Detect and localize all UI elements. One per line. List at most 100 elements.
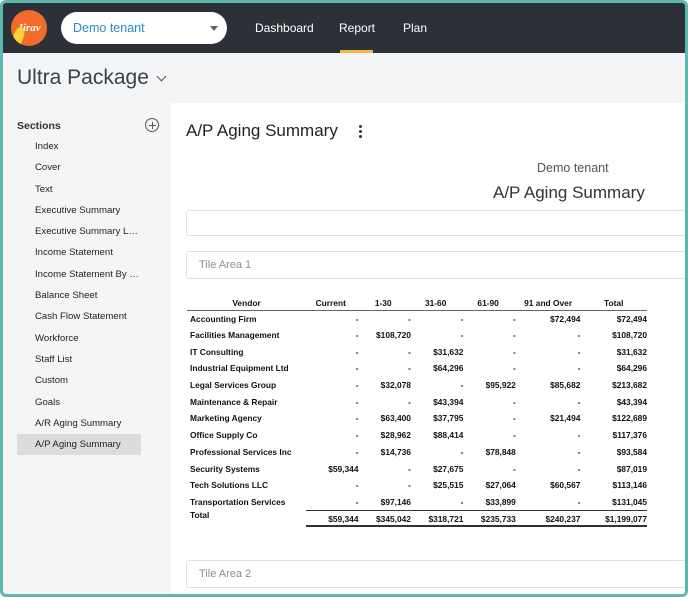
nav-plan[interactable]: Plan bbox=[403, 21, 428, 35]
table-cell: - bbox=[513, 463, 516, 474]
sidebar-item-cover[interactable]: Cover bbox=[35, 162, 61, 174]
nav-dashboard[interactable]: Dashboard bbox=[255, 21, 314, 35]
sidebar-item-index[interactable]: Index bbox=[35, 141, 59, 152]
table-cell: Transportation Services bbox=[190, 496, 286, 507]
sidebar-item-executive-summary[interactable]: Executive Summary bbox=[35, 204, 121, 216]
sidebar-item-income-statement-by-d[interactable]: Income Statement By D... bbox=[35, 268, 141, 280]
table-cell: $113,146 bbox=[612, 480, 647, 491]
table-cell: - bbox=[513, 413, 516, 424]
sidebar-item-text[interactable]: Text bbox=[35, 183, 53, 195]
table-cell: $31,632 bbox=[616, 346, 647, 357]
table-cell: Maintenance & Repair bbox=[190, 396, 278, 407]
table-cell: - bbox=[355, 330, 359, 341]
table-cell: - bbox=[577, 396, 581, 407]
table-cell: - bbox=[460, 446, 464, 457]
table-cell: - bbox=[577, 330, 581, 341]
tile-area-2[interactable]: Tile Area 2 bbox=[186, 560, 685, 588]
nav-active-indicator bbox=[340, 50, 373, 53]
total-cell: $59,344 bbox=[306, 509, 359, 528]
total-cell: $318,721 bbox=[410, 509, 464, 528]
table-cell: $108,720 bbox=[376, 330, 411, 341]
chevron-down-icon bbox=[210, 26, 218, 31]
table-cell: - bbox=[355, 380, 359, 391]
table-cell: $93,584 bbox=[616, 446, 647, 457]
table-row: Accounting Firm - - - - $72,494 $72,494 bbox=[187, 310, 647, 327]
chevron-down-icon[interactable] bbox=[156, 71, 167, 82]
top-bar: Jirav Demo tenant Dashboard Report Plan bbox=[3, 3, 685, 53]
table-cell: - bbox=[460, 330, 464, 341]
sidebar-item-balance-sheet[interactable]: Balance Sheet bbox=[35, 290, 98, 302]
table-header-row: Vendor Current 1-30 31-60 61-90 91 and O… bbox=[187, 296, 647, 311]
table-cell: - bbox=[577, 346, 581, 357]
table-cell: - bbox=[355, 313, 359, 324]
table-cell: $27,675 bbox=[433, 463, 464, 474]
total-cell: $240,237 bbox=[515, 509, 581, 528]
table-cell: - bbox=[513, 330, 516, 341]
table-cell: Security Systems bbox=[190, 463, 260, 474]
table-cell: $72,494 bbox=[616, 313, 647, 324]
table-cell: $108,720 bbox=[612, 330, 647, 341]
table-cell: - bbox=[513, 396, 516, 407]
tenant-select[interactable]: Demo tenant bbox=[61, 12, 227, 44]
column-header-91-and-over: 91 and Over bbox=[515, 296, 581, 311]
sidebar-item-cash-flow-statement[interactable]: Cash Flow Statement bbox=[35, 311, 127, 323]
table-cell: $117,376 bbox=[612, 430, 647, 441]
table-cell: - bbox=[408, 363, 411, 374]
total-cell: $345,042 bbox=[358, 509, 411, 528]
app-logo[interactable]: Jirav bbox=[11, 10, 47, 46]
column-header-61-90: 61-90 bbox=[463, 296, 516, 311]
table-cell: - bbox=[355, 413, 359, 424]
table-cell: $28,962 bbox=[380, 430, 411, 441]
table-row: Security Systems $59,344 - $27,675 - - $… bbox=[187, 460, 647, 477]
table-row: Professional Services Inc - $14,736 - $7… bbox=[187, 444, 647, 461]
table-cell: - bbox=[460, 313, 464, 324]
table-cell: - bbox=[355, 363, 359, 374]
table-row: Office Supply Co - $28,962 $88,414 - - $… bbox=[187, 427, 647, 444]
table-cell: $63,400 bbox=[380, 413, 411, 424]
empty-text-area[interactable] bbox=[186, 210, 685, 236]
table-cell: Office Supply Co bbox=[190, 430, 258, 441]
nav-report[interactable]: Report bbox=[339, 21, 376, 35]
table-cell: - bbox=[355, 346, 359, 357]
table-cell: $43,394 bbox=[433, 396, 464, 407]
tile-area-1[interactable]: Tile Area 1 bbox=[186, 251, 685, 279]
sidebar-item-ar-aging-summary[interactable]: A/R Aging Summary bbox=[35, 417, 122, 429]
table-cell: - bbox=[355, 430, 359, 441]
table-cell: - bbox=[355, 496, 359, 507]
table-cell: - bbox=[513, 430, 516, 441]
sidebar-item-executive-summary-la[interactable]: Executive Summary La... bbox=[35, 226, 141, 238]
table-cell: Industrial Equipment Ltd bbox=[190, 363, 289, 374]
table-row: Maintenance & Repair - - $43,394 - - $43… bbox=[187, 393, 647, 410]
table-cell: $59,344 bbox=[328, 463, 359, 474]
sidebar-item-ap-aging-summary[interactable]: A/P Aging Summary bbox=[17, 434, 141, 456]
table-cell: - bbox=[408, 463, 411, 474]
report-title: A/P Aging Summary bbox=[186, 121, 338, 140]
table-cell: $64,296 bbox=[616, 363, 647, 374]
table-cell: - bbox=[577, 496, 581, 507]
table-row: Tech Solutions LLC - - $25,515 $27,064 $… bbox=[187, 477, 647, 494]
more-options-icon[interactable] bbox=[359, 125, 362, 138]
table-cell: - bbox=[577, 363, 581, 374]
table-cell: - bbox=[460, 496, 464, 507]
table-cell: Professional Services Inc bbox=[190, 446, 292, 457]
table-cell: $32,078 bbox=[380, 380, 411, 391]
table-row: Legal Services Group - $32,078 - $95,922… bbox=[187, 377, 647, 394]
table-cell: $14,736 bbox=[380, 446, 411, 457]
table-cell: IT Consulting bbox=[190, 346, 244, 357]
table-cell: $95,922 bbox=[485, 380, 516, 391]
total-cell: $235,733 bbox=[463, 509, 516, 528]
table-cell: $122,689 bbox=[612, 413, 647, 424]
sidebar-item-custom[interactable]: Custom bbox=[35, 375, 69, 387]
table-cell: - bbox=[408, 480, 411, 491]
sidebar-item-workforce[interactable]: Workforce bbox=[35, 332, 79, 344]
table-cell: $37,795 bbox=[433, 413, 464, 424]
report-header-tenant: Demo tenant bbox=[537, 161, 609, 175]
add-section-icon[interactable] bbox=[145, 118, 159, 132]
sidebar-item-staff-list[interactable]: Staff List bbox=[35, 353, 73, 365]
table-cell: $97,146 bbox=[380, 496, 411, 507]
sidebar-item-income-statement[interactable]: Income Statement bbox=[35, 247, 113, 259]
table-row: Transportation Services - $97,146 - $33,… bbox=[187, 494, 647, 511]
sidebar-item-goals[interactable]: Goals bbox=[35, 396, 61, 408]
page-title[interactable]: Ultra Package bbox=[17, 66, 149, 89]
table-cell: Tech Solutions LLC bbox=[190, 480, 269, 491]
